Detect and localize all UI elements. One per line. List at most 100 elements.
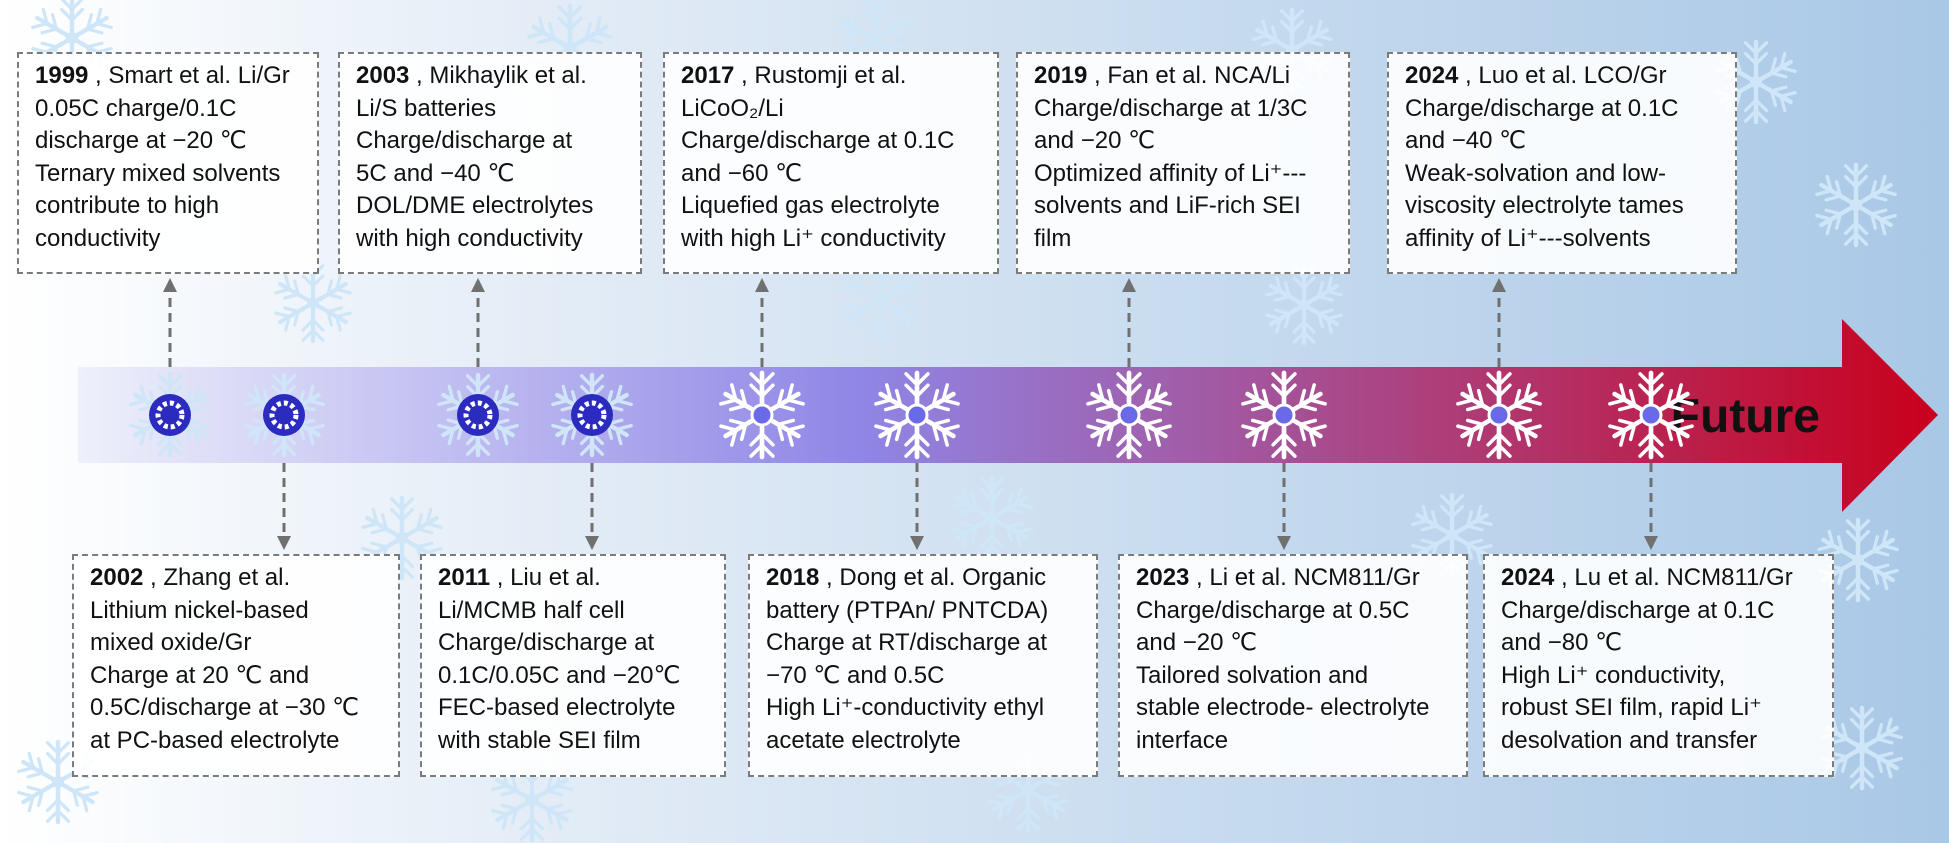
- milestone-line: interface: [1136, 726, 1229, 754]
- milestone-line: Charge at 20 ℃ and: [90, 661, 310, 689]
- milestone-line: FEC-based electrolyte: [438, 694, 676, 721]
- milestone-line: Li/MCMB half cell: [438, 596, 625, 624]
- milestone-year: 2002: [90, 564, 144, 591]
- milestone-line: High Li⁺-conductivity ethyl: [766, 694, 1045, 721]
- snowflake-icon: [1265, 264, 1343, 346]
- milestone-line: Liquefied gas electrolyte: [681, 192, 940, 219]
- milestone-line: Charge/discharge at 0.1C: [1501, 596, 1775, 624]
- milestone-header: 2018 , Dong et al. Organic: [766, 562, 1086, 595]
- milestone-box: 2024 , Lu et al. NCM811/Gr Charge/dischar…: [1483, 554, 1834, 777]
- milestone-title: , Mikhaylik et al.: [409, 62, 587, 89]
- milestone-box: 2023 , Li et al. NCM811/Gr Charge/dischar…: [1118, 554, 1468, 777]
- milestone-header: 2002 , Zhang et al.: [90, 562, 388, 595]
- milestone-line: and −20 ℃: [1034, 127, 1156, 154]
- milestone-box: 2018 , Dong et al. Organic battery (PTPAn…: [748, 554, 1098, 777]
- timeline-node: [551, 372, 633, 458]
- milestone-year: 2023: [1136, 564, 1190, 591]
- background-snowflakes: [17, 0, 1903, 843]
- milestone-line: stable electrode- electrolyte: [1136, 694, 1430, 721]
- timeline-node: [437, 372, 519, 458]
- milestone-header: 2024 , Lu et al. NCM811/Gr: [1501, 562, 1822, 595]
- milestone-title: , Liu et al.: [490, 564, 601, 591]
- milestone-header: 1999 , Smart et al. Li/Gr: [35, 60, 307, 93]
- milestone-line: Charge/discharge at 0.1C: [681, 127, 955, 154]
- milestone-box: 2003 , Mikhaylik et al. Li/S batteries Cha…: [338, 52, 642, 274]
- milestone-line: conductivity: [35, 224, 161, 252]
- milestone-line: with high Li⁺ conductivity: [681, 224, 946, 252]
- milestone-line: 0.05C charge/0.1C: [35, 94, 237, 122]
- milestone-line: with stable SEI film: [438, 726, 641, 754]
- timeline-node: [1608, 370, 1694, 460]
- milestone-title: , Luo et al. LCO/Gr: [1458, 62, 1667, 89]
- timeline-node: [129, 372, 211, 458]
- milestone-line: Charge/discharge at 0.5C: [1136, 596, 1410, 624]
- milestone-header: 2023 , Li et al. NCM811/Gr: [1136, 562, 1456, 595]
- milestone-header: 2019 , Fan et al. NCA/Li: [1034, 60, 1338, 93]
- milestone-title: , Lu et al. NCM811/Gr: [1554, 564, 1793, 591]
- milestone-box: 2024 , Luo et al. LCO/Gr Charge/discharge…: [1387, 52, 1737, 274]
- milestone-line: Charge/discharge at 0.1C: [1405, 94, 1679, 122]
- milestone-line: acetate electrolyte: [766, 726, 961, 754]
- node-dot: [1487, 403, 1511, 427]
- milestone-line: 5C and −40 ℃: [356, 159, 515, 187]
- milestone-title: , Rustomji et al.: [734, 62, 907, 89]
- timeline-node: [1456, 370, 1542, 460]
- snowflake-icon: [1815, 162, 1897, 248]
- milestone-line: affinity of Li⁺---solvents: [1405, 224, 1651, 252]
- milestone-line: discharge at −20 ℃: [35, 127, 247, 154]
- milestone-title: , Fan et al. NCA/Li: [1087, 62, 1291, 89]
- milestone-year: 2024: [1501, 564, 1555, 591]
- milestone-line: Charge/discharge at 1/3C: [1034, 94, 1308, 122]
- timeline-node: [874, 370, 960, 460]
- node-dot: [1272, 403, 1296, 427]
- milestone-line: LiCoO₂/Li: [681, 94, 784, 122]
- milestone-line: Lithium nickel-based: [90, 596, 309, 624]
- milestone-line: and −20 ℃: [1136, 629, 1258, 656]
- milestone-box: 2002 , Zhang et al. Lithium nickel-based m…: [72, 554, 400, 777]
- milestone-title: , Dong et al. Organic: [819, 564, 1047, 591]
- milestone-title: , Li et al. NCM811/Gr: [1189, 564, 1420, 591]
- milestone-year: 2017: [681, 62, 735, 89]
- milestone-line: Charge at RT/discharge at: [766, 629, 1048, 656]
- node-dot: [1117, 403, 1141, 427]
- future-label: Future: [1671, 390, 1820, 443]
- milestone-year: 2024: [1405, 62, 1459, 89]
- milestone-line: 0.1C/0.05C and −20℃: [438, 661, 681, 689]
- node-dot: [1639, 403, 1663, 427]
- milestone-line: Tailored solvation and: [1136, 661, 1369, 689]
- milestone-line: contribute to high: [35, 192, 220, 219]
- milestone-line: Optimized affinity of Li⁺---: [1034, 159, 1307, 187]
- timeline-node: [1241, 370, 1327, 460]
- snowflake-icon: [951, 475, 1033, 561]
- timeline-nodes: [129, 370, 1694, 460]
- timeline-node: [1086, 370, 1172, 460]
- milestone-box: 1999 , Smart et al. Li/Gr 0.05C charge/0.…: [17, 52, 319, 274]
- snowflake-icon: [274, 262, 352, 344]
- milestone-line: robust SEI film, rapid Li⁺: [1501, 694, 1762, 721]
- snowflake-icon: [17, 739, 99, 825]
- milestone-line: 0.5C/discharge at −30 ℃: [90, 694, 360, 721]
- snowflake-icon: [1241, 370, 1327, 460]
- milestone-line: desolvation and transfer: [1501, 726, 1758, 754]
- node-dot: [905, 403, 929, 427]
- milestone-header: 2017 , Rustomji et al.: [681, 60, 987, 93]
- milestone-line: High Li⁺ conductivity,: [1501, 661, 1726, 689]
- milestone-line: −70 ℃ and 0.5C: [766, 661, 945, 689]
- milestone-box: 2011 , Liu et al. Li/MCMB half cell Charge…: [420, 554, 726, 777]
- timeline-node: [243, 372, 325, 458]
- milestone-line: Weak-solvation and low-: [1405, 159, 1667, 187]
- node-dot: [750, 403, 774, 427]
- milestone-line: and −80 ℃: [1501, 629, 1623, 656]
- milestone-year: 2011: [438, 564, 491, 591]
- milestone-line: and −60 ℃: [681, 159, 803, 187]
- milestone-box: 2017 , Rustomji et al. LiCoO₂/Li Charge/di…: [663, 52, 999, 274]
- milestone-line: at PC-based electrolyte: [90, 726, 340, 754]
- milestone-line: Charge/discharge at: [438, 629, 655, 656]
- milestone-title: , Smart et al. Li/Gr: [88, 62, 290, 89]
- milestone-line: solvents and LiF-rich SEI: [1034, 192, 1301, 219]
- milestone-year: 2003: [356, 62, 410, 89]
- milestone-year: 2019: [1034, 62, 1088, 89]
- milestone-line: film: [1034, 224, 1072, 252]
- milestone-title: , Zhang et al.: [143, 564, 291, 591]
